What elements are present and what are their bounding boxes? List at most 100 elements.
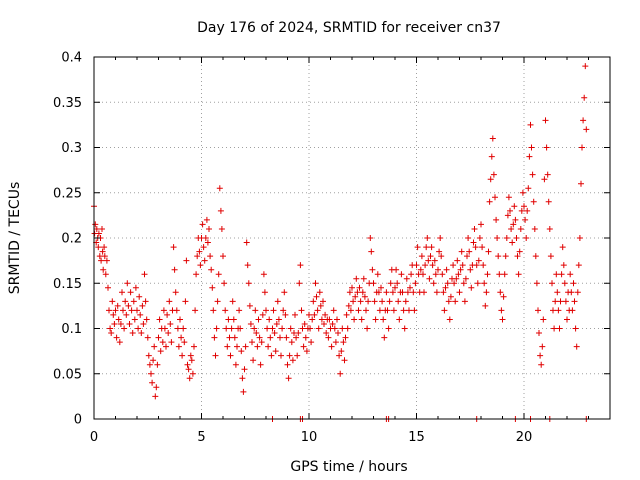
data-point (236, 307, 243, 314)
data-point (578, 180, 584, 187)
data-point (112, 307, 119, 314)
data-point (572, 325, 579, 332)
data-point (125, 302, 132, 309)
data-point (207, 253, 214, 260)
data-point (404, 289, 411, 296)
y-tick-labels: 0 0.05 0.1 0.15 0.2 0.25 0.3 0.35 0.4 (53, 51, 82, 428)
data-point (383, 289, 390, 296)
data-point (173, 307, 180, 314)
data-point (465, 235, 472, 241)
data-point (368, 248, 375, 255)
data-point (275, 316, 282, 323)
data-points (91, 63, 590, 422)
data-point (464, 253, 470, 260)
data-point (421, 289, 427, 296)
y-tick-label: 0.3 (61, 141, 82, 156)
data-point (487, 176, 494, 183)
y-tick-label: 0.15 (53, 277, 82, 292)
data-point (210, 307, 217, 314)
data-point (240, 388, 247, 395)
data-point (237, 325, 244, 332)
data-point (302, 334, 309, 341)
data-point (143, 316, 150, 323)
data-point (379, 298, 386, 305)
data-point (511, 203, 518, 210)
data-point (570, 280, 577, 287)
data-point (114, 302, 121, 309)
data-point (559, 244, 566, 251)
data-point (155, 334, 162, 341)
data-point (224, 343, 231, 350)
data-point (519, 189, 526, 196)
data-point (138, 330, 145, 336)
data-point (270, 307, 277, 314)
data-point (467, 266, 474, 273)
data-point (479, 244, 486, 251)
data-point (574, 289, 581, 296)
data-point (212, 352, 219, 359)
data-point (385, 325, 392, 332)
data-point (527, 121, 534, 128)
data-point (191, 343, 197, 350)
data-point (370, 280, 377, 287)
data-point (179, 352, 186, 359)
data-point (436, 248, 443, 255)
data-point (571, 298, 578, 305)
data-point (194, 253, 201, 260)
data-point (306, 311, 312, 318)
x-tick-labels: 0 5 10 15 20 (90, 430, 532, 445)
data-point (420, 271, 426, 278)
data-point (211, 334, 218, 341)
data-point (450, 262, 457, 269)
data-point (412, 280, 419, 287)
data-point (227, 352, 234, 359)
data-point (201, 257, 208, 264)
data-point (378, 284, 384, 291)
data-point (309, 316, 316, 323)
data-point (417, 266, 424, 273)
data-point (501, 271, 508, 278)
data-point (338, 348, 345, 355)
data-point (244, 262, 251, 269)
data-point (285, 375, 292, 382)
data-point (508, 226, 515, 232)
data-point (554, 289, 561, 296)
data-point (500, 293, 507, 300)
data-point (476, 235, 483, 241)
data-point (216, 185, 223, 192)
data-point (326, 316, 333, 323)
data-point (317, 302, 324, 309)
data-point (340, 339, 347, 346)
data-point (510, 221, 517, 228)
data-point (154, 361, 161, 368)
data-point (407, 284, 413, 291)
data-point (168, 339, 175, 346)
data-point (148, 370, 154, 377)
data-point (243, 239, 250, 246)
data-point (301, 321, 308, 327)
data-point (503, 235, 510, 241)
y-axis-label: SRMTID / TECUs (7, 182, 23, 295)
data-point (372, 316, 379, 323)
data-point (156, 316, 163, 323)
data-point (545, 198, 552, 205)
data-point (433, 289, 440, 296)
data-point (116, 339, 123, 346)
data-point (251, 325, 258, 332)
data-point (489, 135, 496, 142)
data-point (259, 311, 266, 318)
y-tick-label: 0.05 (53, 367, 82, 382)
data-point (474, 280, 481, 287)
data-point (492, 194, 498, 201)
data-point (342, 334, 349, 341)
data-point (312, 280, 319, 287)
data-point (316, 289, 323, 296)
data-point (295, 330, 302, 336)
data-point (298, 307, 305, 314)
data-point (250, 357, 257, 364)
data-point (320, 298, 326, 305)
data-point (217, 207, 224, 214)
data-point (161, 325, 168, 332)
data-point (445, 298, 452, 305)
data-point (264, 325, 271, 332)
